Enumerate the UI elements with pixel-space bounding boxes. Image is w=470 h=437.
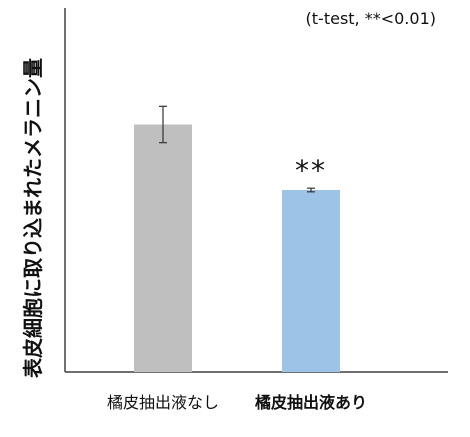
test-annotation: (t-test, **<0.01): [306, 9, 436, 28]
bar-2: [282, 190, 340, 372]
bars-group: 橘皮抽出液なし ** 橘皮抽出液あり: [107, 105, 367, 412]
error-bar-1: [159, 105, 167, 144]
x-tick-label-1: 橘皮抽出液なし: [107, 393, 219, 412]
y-axis-label: 表皮細胞に取り込まれたメラニン量: [21, 58, 45, 378]
bar-1: [134, 124, 192, 372]
error-bar-2: [307, 187, 315, 193]
x-tick-label-2: 橘皮抽出液あり: [254, 393, 367, 412]
significance-marker: **: [295, 154, 327, 187]
